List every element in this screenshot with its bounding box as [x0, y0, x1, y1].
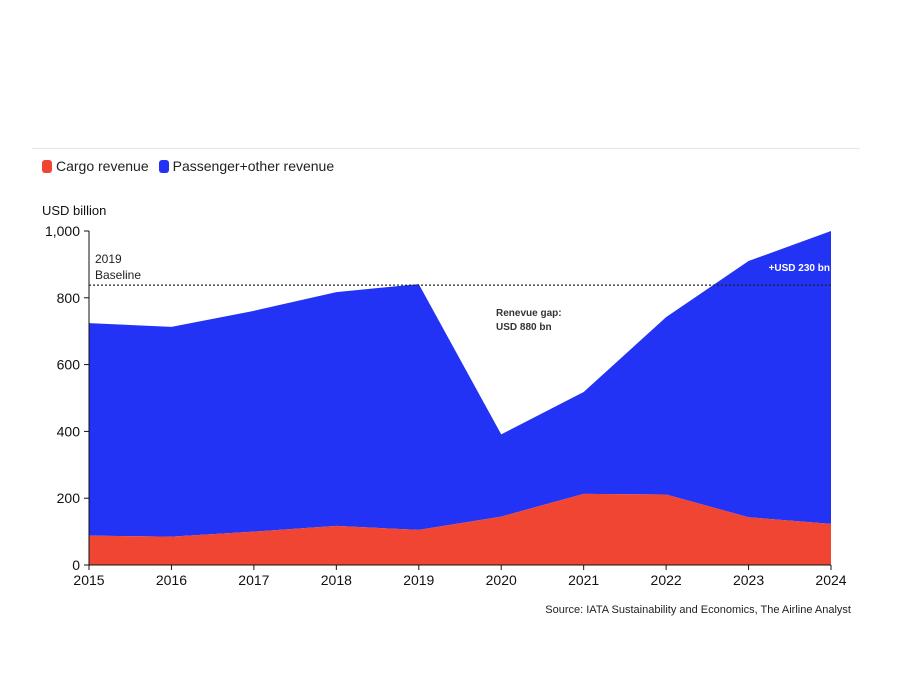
- legend-label-cargo: Cargo revenue: [56, 158, 149, 174]
- x-tick-label: 2018: [321, 572, 352, 588]
- y-tick-label: 0: [72, 557, 80, 573]
- x-tick-label: 2021: [568, 572, 599, 588]
- y-tick-label: 600: [57, 357, 81, 373]
- y-tick-label: 1,000: [45, 223, 80, 239]
- x-tick-label: 2015: [73, 572, 104, 588]
- y-axis-title: USD billion: [42, 203, 106, 218]
- source-note: Source: IATA Sustainability and Economic…: [545, 604, 851, 616]
- legend-item-cargo: Cargo revenue: [42, 158, 149, 174]
- y-tick-label: 200: [57, 490, 81, 506]
- revenue-gap-annotation-line2: USD 880 bn: [496, 322, 552, 333]
- x-tick-label: 2022: [651, 572, 682, 588]
- baseline-label-year: 2019: [95, 252, 122, 266]
- legend-item-passenger: Passenger+other revenue: [158, 158, 335, 174]
- legend: Cargo revenue Passenger+other revenue: [42, 158, 334, 174]
- x-tick-label: 2024: [815, 572, 846, 588]
- legend-label-passenger: Passenger+other revenue: [172, 158, 335, 174]
- x-tick-label: 2023: [733, 572, 764, 588]
- legend-swatch-cargo: [42, 159, 52, 173]
- top-divider: [32, 148, 860, 149]
- x-tick-label: 2019: [403, 572, 434, 588]
- gain-annotation: +USD 230 bn: [769, 263, 830, 274]
- x-tick-label: 2016: [156, 572, 187, 588]
- x-tick-label: 2020: [486, 572, 517, 588]
- x-tick-label: 2017: [238, 572, 269, 588]
- area-passenger-other-revenue: [89, 231, 831, 537]
- area-cargo-revenue: [89, 493, 831, 565]
- y-tick-label: 400: [57, 423, 81, 439]
- y-tick-label: 800: [57, 290, 81, 306]
- legend-swatch-passenger: [158, 159, 169, 173]
- revenue-gap-annotation-line1: Renevue gap:: [496, 308, 562, 319]
- baseline-label-text: Baseline: [95, 268, 141, 282]
